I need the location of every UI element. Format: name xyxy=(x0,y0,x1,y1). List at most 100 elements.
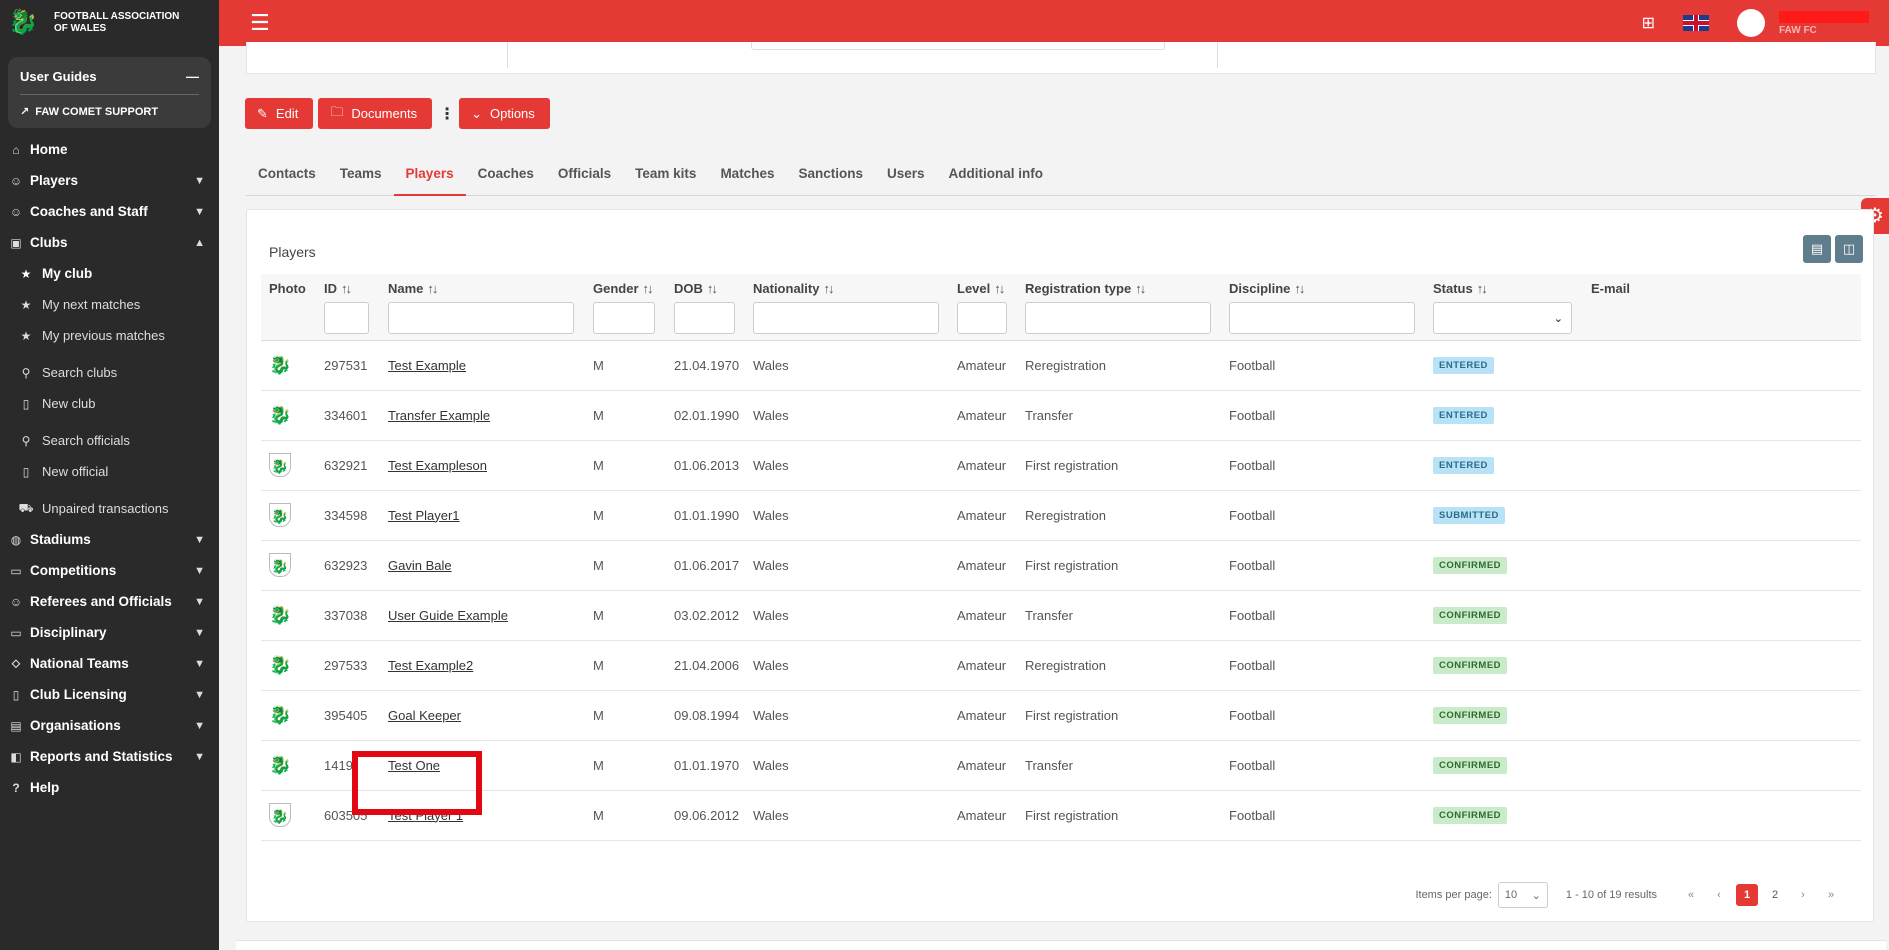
sidebar-item-stadiums[interactable]: ◍ Stadiums ▼ xyxy=(0,524,219,555)
tab-sanctions[interactable]: Sanctions xyxy=(798,166,863,181)
level-cell: Amateur xyxy=(949,640,1017,691)
sidebar-item-home[interactable]: ⌂ Home xyxy=(0,134,219,165)
tab-matches[interactable]: Matches xyxy=(720,166,775,181)
gender-filter-input[interactable] xyxy=(593,302,655,334)
player-name-link[interactable]: Transfer Example xyxy=(388,407,491,423)
columns-icon[interactable]: ◫ xyxy=(1835,235,1863,263)
discipline-cell: Football xyxy=(1221,590,1425,641)
page-1-button[interactable]: 1 xyxy=(1736,884,1758,906)
sort-icon[interactable]: ↑↓ xyxy=(823,281,834,296)
status-filter-select[interactable]: ⌄ xyxy=(1433,302,1572,334)
sidebar-item-search-officials[interactable]: ⚲ Search officials xyxy=(0,425,219,456)
options-button[interactable]: ⌄ Options xyxy=(459,98,550,129)
col-discipline[interactable]: Discipline ↑↓ xyxy=(1221,274,1425,340)
player-name-link[interactable]: Test One xyxy=(388,757,441,773)
previous-page-icon[interactable]: ‹ xyxy=(1717,889,1721,901)
items-per-page-label: Items per page: xyxy=(1415,889,1492,901)
page-2-button[interactable]: 2 xyxy=(1771,889,1779,901)
player-name-link[interactable]: Test Example2 xyxy=(388,657,474,673)
player-name-link[interactable]: Gavin Bale xyxy=(388,557,452,573)
chevron-down-icon: ▼ xyxy=(194,719,205,732)
sidebar-item-previous-matches[interactable]: ★ My previous matches xyxy=(0,320,219,351)
sort-icon[interactable]: ↑↓ xyxy=(642,281,654,296)
more-options-icon[interactable]: ⋮ xyxy=(439,105,456,123)
sidebar-item-clubs[interactable]: ▣ Clubs ▲ xyxy=(0,227,219,258)
sort-icon[interactable]: ↑↓ xyxy=(1476,281,1488,296)
tab-teams[interactable]: Teams xyxy=(339,166,382,181)
col-nationality[interactable]: Nationality ↑↓ xyxy=(745,274,949,340)
sidebar-item-club-licensing[interactable]: ▯ Club Licensing ▼ xyxy=(0,679,219,710)
sort-icon[interactable]: ↑↓ xyxy=(994,281,1005,296)
gender-cell: M xyxy=(585,740,666,791)
registration-type-cell: First registration xyxy=(1017,540,1221,591)
player-name-link[interactable]: Test Player1 xyxy=(388,507,460,523)
sidebar-item-help[interactable]: ? Help xyxy=(0,772,219,803)
sidebar-item-unpaired-transactions[interactable]: ⛟ Unpaired transactions xyxy=(0,493,219,524)
dob-cell: 09.08.1994 xyxy=(666,690,745,741)
sort-icon[interactable]: ↑↓ xyxy=(427,281,438,296)
tab-additional-info[interactable]: Additional info xyxy=(948,166,1043,181)
sidebar-item-next-matches[interactable]: ★ My next matches xyxy=(0,289,219,320)
col-id[interactable]: ID ↑↓ xyxy=(316,274,380,340)
first-page-icon[interactable]: « xyxy=(1687,889,1695,901)
registration-type-filter-input[interactable] xyxy=(1025,302,1211,334)
sort-icon[interactable]: ↑↓ xyxy=(341,281,352,296)
player-name-link[interactable]: Goal Keeper xyxy=(388,707,461,723)
sidebar-item-my-club[interactable]: ★ My club xyxy=(0,258,219,289)
player-registration-type: First registration xyxy=(1025,807,1119,823)
collapse-icon[interactable]: — xyxy=(186,69,199,84)
col-dob[interactable]: DOB ↑↓ xyxy=(666,274,745,340)
col-gender[interactable]: Gender ↑↓ xyxy=(585,274,666,340)
tab-coaches[interactable]: Coaches xyxy=(477,166,534,181)
col-header-label: Name xyxy=(388,281,424,296)
player-name-link[interactable]: Test Example xyxy=(388,357,467,373)
sidebar-item-coaches[interactable]: ☺ Coaches and Staff ▼ xyxy=(0,196,219,227)
dob-filter-input[interactable] xyxy=(674,302,735,334)
edit-button[interactable]: ✎ Edit xyxy=(245,98,314,129)
next-page-icon[interactable]: › xyxy=(1801,889,1805,901)
uk-flag-icon[interactable] xyxy=(1683,15,1709,31)
player-id: 1419 xyxy=(324,757,353,773)
apps-grid-icon[interactable]: ⊞ xyxy=(1641,15,1655,32)
sidebar-item-new-club[interactable]: ▯ New club xyxy=(0,388,219,419)
tab-contacts[interactable]: Contacts xyxy=(258,166,316,181)
player-name-link[interactable]: User Guide Example xyxy=(388,607,508,623)
name-filter-input[interactable] xyxy=(388,302,574,334)
player-name-link[interactable]: Test Exampleson xyxy=(388,457,487,473)
faw-comet-support-label: FAW COMET SUPPORT xyxy=(35,105,159,118)
brand[interactable]: 🐉 FOOTBALL ASSOCIATION OF WALES xyxy=(0,0,219,46)
sidebar-item-referees[interactable]: ☺ Referees and Officials ▼ xyxy=(0,586,219,617)
sidebar-item-reports[interactable]: ◧ Reports and Statistics ▼ xyxy=(0,741,219,772)
export-file-icon[interactable]: ▤ xyxy=(1803,235,1831,263)
sidebar-item-disciplinary[interactable]: ▭ Disciplinary ▼ xyxy=(0,617,219,648)
faw-comet-support-link[interactable]: ↗ FAW COMET SUPPORT xyxy=(20,95,199,119)
col-registration-type[interactable]: Registration type ↑↓ xyxy=(1017,274,1221,340)
hamburger-menu-icon[interactable]: ☰ xyxy=(250,10,270,35)
col-level[interactable]: Level ↑↓ xyxy=(949,274,1017,340)
sidebar-item-national-teams[interactable]: ⬦ National Teams ▼ xyxy=(0,648,219,679)
tab-players[interactable]: Players xyxy=(393,166,466,196)
tab-team-kits[interactable]: Team kits xyxy=(635,166,697,181)
user-menu[interactable]: FAW FC xyxy=(1779,10,1869,36)
avatar[interactable] xyxy=(1737,9,1765,37)
last-page-icon[interactable]: » xyxy=(1827,889,1835,901)
sort-icon[interactable]: ↑↓ xyxy=(1135,281,1146,296)
sidebar-item-organisations[interactable]: ▤ Organisations ▼ xyxy=(0,710,219,741)
help-icon: ? xyxy=(12,780,20,795)
sidebar-item-new-official[interactable]: ▯ New official xyxy=(0,456,219,487)
discipline-filter-input[interactable] xyxy=(1229,302,1415,334)
col-name[interactable]: Name ↑↓ xyxy=(380,274,585,340)
level-filter-input[interactable] xyxy=(957,302,1007,334)
nationality-filter-input[interactable] xyxy=(753,302,939,334)
items-per-page-select[interactable]: 10 ⌄ xyxy=(1497,882,1548,908)
documents-button[interactable]: 🗀 Documents xyxy=(318,98,433,129)
sort-icon[interactable]: ↑↓ xyxy=(706,281,718,296)
sidebar-item-players[interactable]: ☺ Players ▼ xyxy=(0,165,219,196)
tab-officials[interactable]: Officials xyxy=(557,166,612,181)
sidebar-item-competitions[interactable]: ▭ Competitions ▼ xyxy=(0,555,219,586)
sidebar-item-search-clubs[interactable]: ⚲ Search clubs xyxy=(0,357,219,388)
id-filter-input[interactable] xyxy=(324,302,369,334)
col-status[interactable]: Status ↑↓ ⌄ xyxy=(1425,274,1583,340)
sort-icon[interactable]: ↑↓ xyxy=(1294,281,1305,296)
tab-users[interactable]: Users xyxy=(886,166,925,181)
